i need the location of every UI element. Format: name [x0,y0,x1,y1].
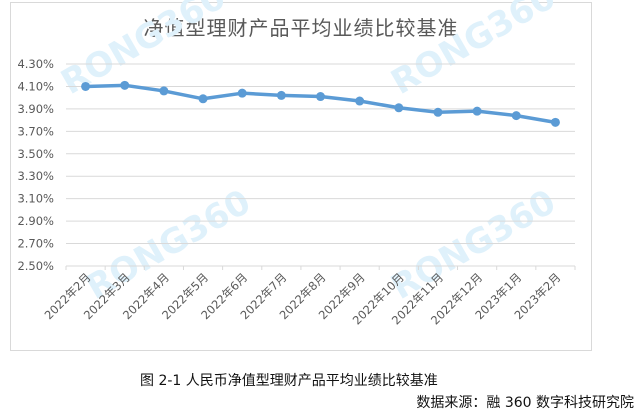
y-tick-label: 4.30% [17,57,54,71]
data-point-marker [120,80,130,90]
y-axis-labels: 4.30% 4.10% 3.90% 3.70% 3.50% 3.30% 3.10% 2.90%… [17,57,54,273]
figure-caption: 图 2-1 人民币净值型理财产品平均业绩比较基准 [140,373,438,389]
data-point-marker [159,86,169,96]
y-tick-label: 3.30% [17,169,54,183]
data-point-marker [355,96,365,106]
chart-title: 净值型理财产品平均业绩比较基准 [143,16,459,40]
data-point-marker [394,103,404,113]
y-tick-label: 4.10% [17,79,54,93]
data-point-marker [511,111,521,121]
y-tick-label: 2.50% [17,259,54,273]
y-tick-label: 3.90% [17,102,54,116]
x-axis-labels: 2022年2月2022年3月2022年4月2022年5月2022年6月2022年… [42,270,564,327]
y-tick-label: 3.10% [17,192,54,206]
watermark-text: RONG360 [385,0,563,103]
data-point-marker [316,92,325,102]
data-series [81,80,560,127]
data-source: 数据来源：融 360 数字科技研究院 [416,395,634,411]
data-point-marker [237,88,247,98]
gridlines [65,63,576,270]
y-tick-label: 2.70% [17,237,54,251]
data-point-marker [433,107,443,117]
y-tick-label: 2.90% [17,214,54,228]
data-point-marker [472,106,482,116]
data-point-marker [276,90,286,100]
data-point-marker [550,117,560,127]
data-point-marker [81,81,91,91]
data-point-marker [198,94,208,104]
series-line [85,83,556,125]
y-tick-label: 3.70% [17,124,54,138]
y-tick-label: 3.50% [17,147,54,161]
